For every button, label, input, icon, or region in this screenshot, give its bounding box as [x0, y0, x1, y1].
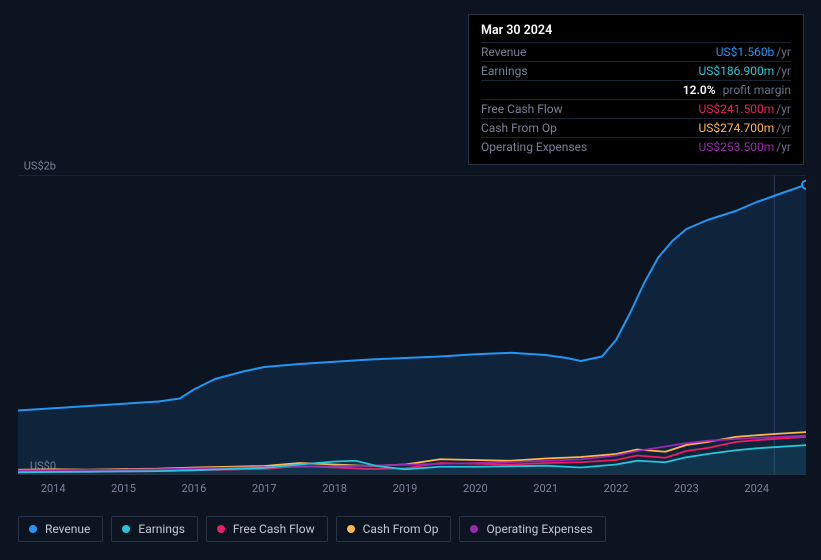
tooltip-row-label: Operating Expenses [481, 140, 587, 154]
chart-area[interactable] [18, 175, 806, 475]
x-tick: 2022 [604, 482, 629, 495]
x-tick: 2016 [182, 482, 207, 495]
legend-item[interactable]: Cash From Op [336, 516, 452, 542]
x-tick: 2024 [744, 482, 769, 495]
legend-item[interactable]: Operating Expenses [459, 516, 605, 542]
tooltip-row: Revenue US$1.560b/yr [481, 42, 791, 61]
legend-item[interactable]: Earnings [111, 516, 198, 542]
x-tick: 2017 [252, 482, 277, 495]
x-tick: 2015 [111, 482, 136, 495]
legend-dot-icon [470, 525, 478, 533]
legend-item[interactable]: Revenue [18, 516, 103, 542]
tooltip-row-value: US$253.500m/yr [698, 140, 791, 154]
tooltip-row-value: US$1.560b/yr [716, 45, 791, 59]
legend-dot-icon [122, 525, 130, 533]
legend-dot-icon [29, 525, 37, 533]
x-tick: 2021 [533, 482, 558, 495]
tooltip-row: Free Cash Flow US$241.500m/yr [481, 99, 791, 118]
legend-label: Cash From Op [363, 522, 439, 536]
chart-tooltip: Mar 30 2024 Revenue US$1.560b/yr Earnings U… [468, 14, 804, 165]
x-tick: 2020 [463, 482, 488, 495]
y-tick-top: US$2b [24, 160, 56, 173]
x-axis: 2014 2015 2016 2017 2018 2019 2020 2021 2022 2023… [18, 482, 806, 502]
tooltip-margin-pct: 12.0% [683, 83, 716, 97]
legend-item[interactable]: Free Cash Flow [206, 516, 328, 542]
tooltip-row-label: Cash From Op [481, 121, 557, 135]
chart-svg [18, 175, 806, 475]
legend: Revenue Earnings Free Cash Flow Cash From O… [18, 516, 606, 542]
legend-dot-icon [347, 525, 355, 533]
x-tick: 2023 [674, 482, 699, 495]
tooltip-row-label: Free Cash Flow [481, 102, 563, 116]
tooltip-margin-row: x 12.0% profit margin [481, 80, 791, 99]
tooltip-row-value: US$241.500m/yr [698, 102, 791, 116]
legend-label: Operating Expenses [486, 522, 592, 536]
tooltip-row-value: US$274.700m/yr [698, 121, 791, 135]
tooltip-row: Operating Expenses US$253.500m/yr [481, 137, 791, 156]
legend-dot-icon [217, 525, 225, 533]
tooltip-row-label: Earnings [481, 64, 528, 78]
tooltip-row: Earnings US$186.900m/yr [481, 61, 791, 80]
x-tick: 2014 [41, 482, 66, 495]
tooltip-date: Mar 30 2024 [481, 23, 791, 42]
legend-label: Free Cash Flow [233, 522, 315, 536]
tooltip-row: Cash From Op US$274.700m/yr [481, 118, 791, 137]
x-tick: 2018 [322, 482, 347, 495]
tooltip-row-label: Revenue [481, 45, 526, 59]
tooltip-row-value: US$186.900m/yr [698, 64, 791, 78]
legend-label: Revenue [45, 522, 90, 536]
tooltip-margin-label: profit margin [723, 83, 791, 97]
x-tick: 2019 [393, 482, 418, 495]
legend-label: Earnings [138, 522, 185, 536]
